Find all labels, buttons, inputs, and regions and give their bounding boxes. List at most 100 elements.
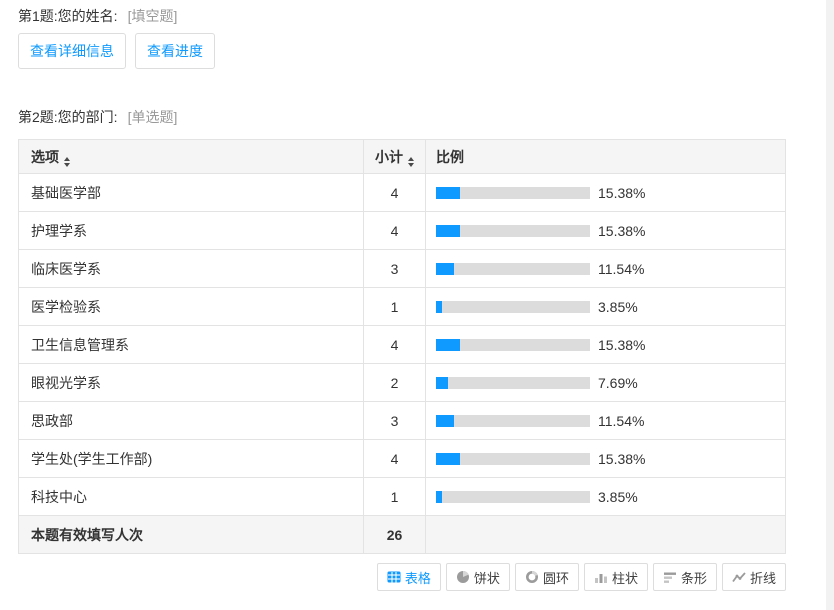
chart-type-pie-button[interactable]: 饼状 (445, 563, 510, 591)
ratio-cell: 15.38% (425, 325, 786, 364)
ratio-bar: 15.38% (436, 185, 784, 201)
column-icon (594, 570, 608, 584)
table-row: 科技中心 1 3.85% (18, 477, 786, 516)
table-header-row: 选项 小计 比例 (18, 139, 786, 174)
pie-icon (456, 570, 470, 584)
column-header-option[interactable]: 选项 (18, 139, 364, 174)
ratio-cell: 15.38% (425, 211, 786, 250)
percent-label: 11.54% (598, 412, 645, 429)
option-cell: 思政部 (18, 401, 364, 440)
percent-label: 7.69% (598, 374, 638, 391)
ratio-cell: 15.38% (425, 439, 786, 478)
chart-type-table-button[interactable]: 表格 (376, 563, 441, 591)
chart-type-label: 表格 (404, 570, 431, 586)
bar-fill (436, 376, 448, 389)
bar-track (436, 452, 590, 465)
table-footer-row: 本题有效填写人次 26 (18, 515, 786, 554)
chart-type-label: 折线 (749, 570, 776, 586)
bar-track (436, 186, 590, 199)
ratio-bar: 7.69% (436, 375, 784, 391)
count-cell: 1 (363, 287, 426, 326)
percent-label: 15.38% (598, 450, 646, 467)
bar-track (436, 224, 590, 237)
table-row: 医学检验系 1 3.85% (18, 287, 786, 326)
bar-track (436, 262, 590, 275)
ratio-cell: 3.85% (425, 477, 786, 516)
percent-label: 11.54% (598, 260, 645, 277)
chart-type-label: 饼状 (473, 570, 500, 586)
percent-label: 15.38% (598, 222, 646, 239)
option-cell: 临床医学系 (18, 249, 364, 288)
count-cell: 4 (363, 173, 426, 212)
bar-track (436, 376, 590, 389)
bar-fill (436, 338, 460, 351)
sort-icon[interactable] (64, 156, 70, 167)
bar-track (436, 490, 590, 503)
ratio-cell: 11.54% (425, 401, 786, 440)
percent-label: 3.85% (598, 488, 638, 505)
column-header-count[interactable]: 小计 (363, 139, 426, 174)
results-table: 选项 小计 比例 基础医学部 4 15.38% 护理学系 4 15.38% (18, 139, 786, 554)
bar-track (436, 300, 590, 313)
percent-label: 3.85% (598, 298, 638, 315)
count-cell: 3 (363, 249, 426, 288)
footer-total: 26 (363, 515, 426, 554)
count-cell: 4 (363, 325, 426, 364)
chart-type-switcher: 表格 饼状 圆环 柱状 条形 折线 (18, 563, 786, 591)
count-cell: 4 (363, 439, 426, 478)
bar-fill (436, 452, 460, 465)
hbar-icon (663, 570, 677, 584)
question2-title: 第2题:您的部门: [单选题] (18, 109, 786, 125)
question1-title: 第1题:您的姓名: [填空题] (18, 0, 786, 24)
chart-type-line-button[interactable]: 折线 (721, 563, 786, 591)
line-icon (732, 570, 746, 584)
footer-ratio-empty (425, 515, 786, 554)
chart-type-donut-button[interactable]: 圆环 (514, 563, 579, 591)
table-row: 思政部 3 11.54% (18, 401, 786, 440)
question1-title-text: 第1题:您的姓名: (18, 8, 118, 24)
table-icon (387, 570, 401, 584)
chart-type-column-button[interactable]: 柱状 (583, 563, 648, 591)
bar-fill (436, 300, 442, 313)
chart-type-hbar-button[interactable]: 条形 (652, 563, 717, 591)
column-header-ratio: 比例 (425, 139, 786, 174)
ratio-bar: 3.85% (436, 489, 784, 505)
ratio-bar: 11.54% (436, 261, 784, 277)
scrollbar-track[interactable] (826, 0, 834, 610)
column-header-count-label: 小计 (375, 148, 403, 165)
ratio-bar: 11.54% (436, 413, 784, 429)
sort-icon[interactable] (408, 156, 414, 167)
option-cell: 基础医学部 (18, 173, 364, 212)
table-row: 临床医学系 3 11.54% (18, 249, 786, 288)
footer-label: 本题有效填写人次 (18, 515, 364, 554)
question1-type-tag: [填空题] (127, 8, 178, 24)
ratio-cell: 15.38% (425, 173, 786, 212)
question1-actions: 查看详细信息 查看进度 (18, 33, 786, 69)
option-cell: 医学检验系 (18, 287, 364, 326)
count-cell: 4 (363, 211, 426, 250)
chart-type-label: 条形 (680, 570, 707, 586)
option-cell: 学生处(学生工作部) (18, 439, 364, 478)
column-header-ratio-label: 比例 (436, 148, 464, 165)
ratio-cell: 3.85% (425, 287, 786, 326)
question2-title-text: 第2题:您的部门: (18, 109, 118, 125)
ratio-bar: 3.85% (436, 299, 784, 315)
table-row: 卫生信息管理系 4 15.38% (18, 325, 786, 364)
percent-label: 15.38% (598, 336, 646, 353)
bar-track (436, 338, 590, 351)
option-cell: 科技中心 (18, 477, 364, 516)
bar-fill (436, 414, 454, 427)
option-cell: 眼视光学系 (18, 363, 364, 402)
table-body: 基础医学部 4 15.38% 护理学系 4 15.38% 临床医学系 3 11.… (18, 173, 786, 516)
view-details-button[interactable]: 查看详细信息 (18, 33, 126, 69)
bar-fill (436, 490, 442, 503)
view-progress-button[interactable]: 查看进度 (135, 33, 215, 69)
bar-fill (436, 224, 460, 237)
chart-type-label: 圆环 (542, 570, 569, 586)
percent-label: 15.38% (598, 184, 646, 201)
bar-track (436, 414, 590, 427)
table-row: 学生处(学生工作部) 4 15.38% (18, 439, 786, 478)
ratio-bar: 15.38% (436, 223, 784, 239)
table-row: 基础医学部 4 15.38% (18, 173, 786, 212)
